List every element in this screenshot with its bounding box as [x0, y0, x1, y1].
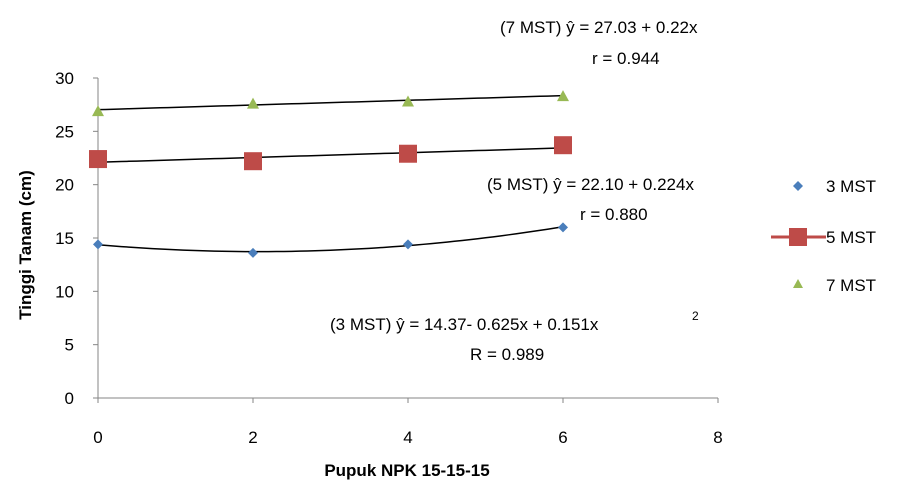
legend-item-3mst: 3 MST [793, 177, 876, 196]
trendline-7mst [97, 94, 564, 111]
point-7mst [557, 90, 569, 102]
x-tick-label: 4 [403, 428, 412, 447]
point-3mst [93, 239, 103, 250]
annotation-5mst-equation: (5 MST) ŷ = 22.10 + 0.224x [487, 175, 694, 194]
point-7mst [402, 95, 414, 107]
legend-item-5mst: 5 MST [771, 228, 876, 247]
legend-marker-square [789, 228, 807, 246]
legend-label-3mst: 3 MST [826, 177, 876, 196]
trendline-3mst [97, 225, 564, 253]
point-3mst [403, 239, 413, 250]
annotation-5mst-r: r = 0.880 [580, 205, 648, 224]
point-5mst [89, 150, 107, 169]
x-tick-label: 6 [558, 428, 567, 447]
annotation-7mst-r: r = 0.944 [592, 49, 660, 68]
point-7mst [247, 97, 259, 109]
x-tick-label: 8 [713, 428, 722, 447]
point-3mst [248, 247, 258, 258]
point-5mst [554, 136, 572, 155]
y-tick-label: 10 [55, 282, 74, 301]
y-tick-label: 0 [65, 389, 74, 408]
annotation-3mst-equation: (3 MST) ŷ = 14.37- 0.625x + 0.151x [330, 315, 599, 334]
y-axis-title: Tinggi Tanam (cm) [16, 170, 35, 320]
annotation-3mst-r: R = 0.989 [470, 345, 544, 364]
point-3mst [558, 222, 568, 233]
y-tick-label: 30 [55, 69, 74, 88]
x-tick-label: 2 [248, 428, 257, 447]
annotation-7mst-equation: (7 MST) ŷ = 27.03 + 0.22x [500, 18, 698, 37]
y-tick-label: 5 [65, 336, 74, 355]
point-7mst [92, 105, 104, 117]
plot-area: 0 2 4 6 8 0 5 10 15 20 25 30 [55, 69, 723, 447]
legend: 3 MST 5 MST 7 MST [771, 177, 876, 295]
x-axis-title: Pupuk NPK 15-15-15 [324, 461, 489, 480]
legend-item-7mst: 7 MST [793, 276, 876, 295]
trendline-5mst [97, 147, 564, 164]
legend-label-7mst: 7 MST [826, 276, 876, 295]
legend-marker-triangle [793, 279, 803, 288]
legend-label-5mst: 5 MST [826, 228, 876, 247]
y-tick-label: 15 [55, 229, 74, 248]
legend-marker-diamond [793, 181, 803, 191]
annotation-3mst-superscript: 2 [692, 309, 699, 323]
y-tick-label: 25 [55, 122, 74, 141]
x-tick-label: 0 [93, 428, 102, 447]
point-5mst [244, 152, 262, 171]
y-tick-label: 20 [55, 176, 74, 195]
point-5mst [399, 144, 417, 163]
